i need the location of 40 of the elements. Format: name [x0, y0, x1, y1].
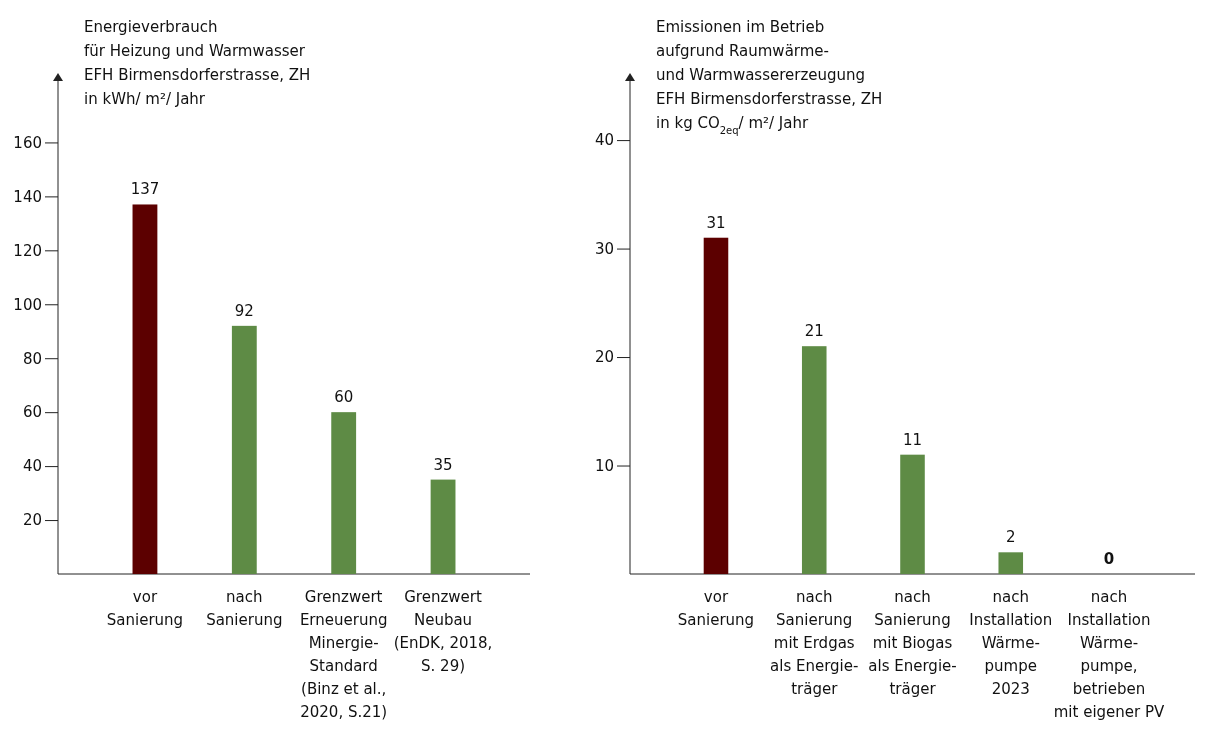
data-label: 92	[234, 301, 254, 320]
x-tick-label: nach Sanierung	[206, 588, 283, 629]
bar	[132, 204, 158, 574]
x-tick-label: nach Installation Wärme- pumpe 2023	[969, 588, 1053, 698]
data-label: 21	[804, 322, 824, 341]
x-tick-label: nach Sanierung mit Biogas als Energie- träger	[868, 588, 957, 698]
bar	[998, 552, 1024, 574]
bar	[703, 237, 729, 574]
x-tick-label: vor Sanierung	[106, 588, 184, 629]
y-tick-label: 20	[22, 511, 42, 530]
data-label: 2	[1005, 528, 1016, 547]
x-tick-label: vor Sanierung	[677, 588, 755, 629]
y-tick-label: 140	[13, 187, 42, 206]
x-tick-label: Grenzwert Erneuerung Minergie- Standard (Binz et al., 2020, S.21)	[299, 588, 388, 721]
data-label: 31	[706, 213, 726, 232]
y-tick-label: 80	[22, 349, 42, 368]
x-tick-label: nach Sanierung mit Erdgas als Energie- träger	[770, 588, 859, 698]
bar	[331, 412, 357, 574]
y-tick-label: 40	[594, 131, 614, 150]
bar	[430, 479, 456, 574]
data-label: 11	[902, 430, 923, 449]
y-tick-label: 10	[594, 456, 614, 475]
y-axis-title: Emissionen im Betrieb aufgrund Raumwärme- und Warmwassererzeugung EFH Birmensdorferstrasse, ZH in kg CO$_{2eq}$/ m²/ Jahr	[656, 18, 883, 136]
y-tick-label: 40	[22, 457, 42, 476]
y-tick-label: 20	[594, 348, 614, 367]
y-tick-label: 60	[22, 403, 42, 422]
y-tick-label: 30	[594, 239, 614, 258]
y-tick-label: 160	[13, 133, 42, 152]
y-tick-label: 120	[13, 241, 42, 260]
x-tick-label: Grenzwert Neubau (EnDK, 2018, S. 29)	[393, 588, 493, 675]
y-tick-label: 100	[13, 295, 42, 314]
data-label: 60	[334, 388, 354, 407]
bar	[801, 346, 827, 574]
data-label: 137	[130, 180, 160, 199]
bar	[900, 454, 925, 574]
y-axis-title: Energieverbrauch für Heizung und Warmwasser EFH Birmensdorferstrasse, ZH in kWh/ m²/ Jahr	[84, 18, 311, 108]
data-label: 35	[433, 455, 453, 474]
x-tick-label: nach Installation Wärme- pumpe, betrieben mit eigener PV	[1053, 588, 1166, 721]
data-label: 0	[1103, 550, 1115, 568]
bar	[231, 325, 257, 574]
